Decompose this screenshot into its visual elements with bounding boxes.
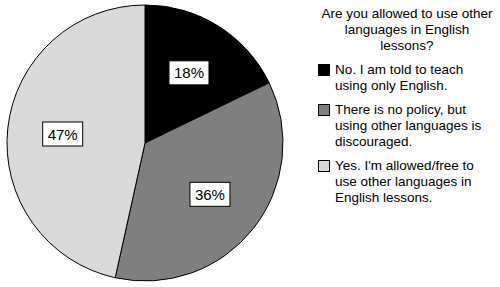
html-text:There is no policy, but using: There is no policy, but using other lang… [335,102,482,149]
svg-text:47%: 47% [48,126,78,143]
html-text:Are you allowed to use other l: Are you allowed to use other languages i… [321,6,493,53]
svg-text:18%: 18% [174,64,204,81]
html-text:No. I am told to teach using o: No. I am told to teach using only Englis… [335,62,464,93]
html-text:Yes. I'm allowed/free to use o: Yes. I'm allowed/free to use other langu… [335,158,474,205]
svg-text:36%: 36% [195,186,225,203]
